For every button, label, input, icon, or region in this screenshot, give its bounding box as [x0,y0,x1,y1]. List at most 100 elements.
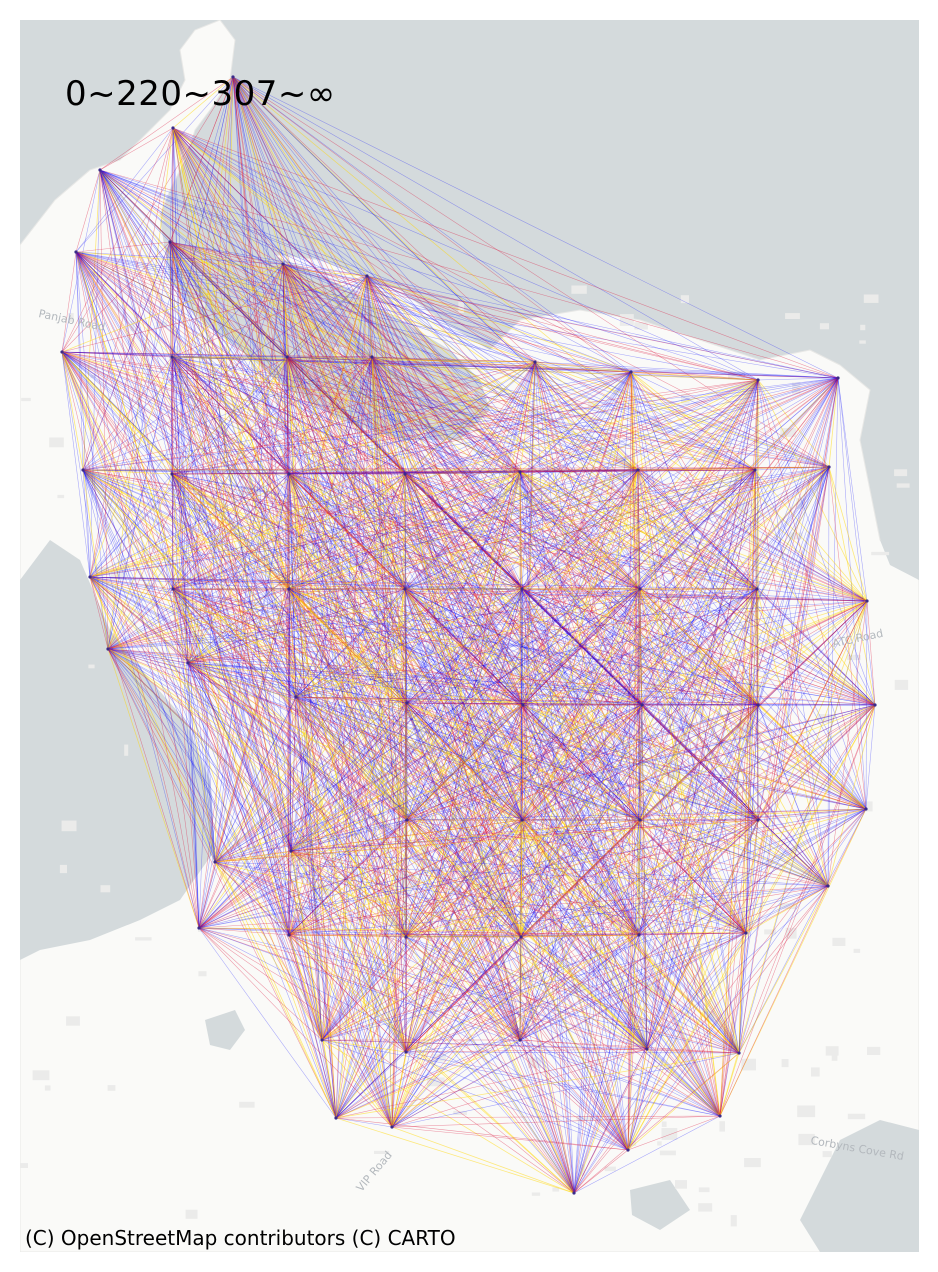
od-connection-line [171,356,407,1053]
od-connection-line [638,819,641,936]
network-node [755,587,759,591]
od-connection-line [169,241,407,1053]
od-connection-line [75,251,524,706]
od-connection-line [232,76,639,471]
od-connection-line [295,371,632,698]
od-connection-line [288,371,632,475]
od-connection-line [172,588,523,821]
od-connection-line [89,576,297,698]
od-connection-line [738,885,829,1054]
od-connection-line [99,169,290,590]
od-connection-line [719,808,867,1117]
od-connection-line [107,648,407,1053]
network-node [873,703,877,707]
od-connection-line [61,351,521,1041]
od-connection-line [391,936,407,1128]
od-connection-line [519,588,758,1041]
network-node [186,661,190,665]
od-connection-line [404,473,524,706]
od-connection-line [171,377,839,475]
od-connection-line [534,361,756,471]
od-connection-line [99,169,721,1117]
od-connection-line [288,819,759,936]
od-connection-line [61,263,284,353]
od-connection-line [282,263,522,938]
building-block [689,567,702,578]
od-connection-line [757,600,868,706]
od-connection-line [61,351,839,379]
od-connection-line [519,466,830,1041]
od-connection-line [295,469,639,698]
od-connection-line [391,808,867,1128]
od-connection-line [366,275,393,1128]
od-connection-line [366,275,740,1054]
od-connection-line [214,704,759,863]
building-block [684,796,699,806]
od-connection-line [99,169,829,887]
od-connection-line [172,588,408,704]
od-connection-line [198,588,641,929]
od-connection-line [232,76,292,852]
od-connection-line [89,371,632,578]
od-connection-line [519,471,648,1050]
building-block [656,800,664,809]
od-connection-line [520,819,641,938]
od-connection-line [171,473,643,706]
od-connection-line [290,704,759,852]
od-connection-line [630,371,830,468]
od-connection-line [169,241,632,373]
od-connection-line [172,76,234,129]
od-connection-line [282,263,536,363]
od-connection-line [366,275,407,938]
od-connection-line [288,466,830,590]
od-connection-line [172,127,368,277]
od-connection-line [288,588,522,938]
building-block [185,1209,198,1219]
od-connection-line [171,356,290,936]
od-connection-line [519,1039,575,1194]
od-connection-line [391,1039,521,1128]
od-connection-line [290,850,575,1194]
od-connection-line [232,76,373,358]
od-connection-line [172,127,759,821]
od-connection-line [404,471,521,475]
od-connection-line [630,371,740,1054]
east-water [880,540,919,580]
od-connection-line [198,466,830,929]
od-connection-line [61,351,406,590]
map-area[interactable]: Panjab Road VIP Road Corbyns Cove Rd ATC… [20,20,919,1252]
od-connection-line [107,648,323,1041]
od-connection-line [107,76,234,650]
od-connection-line [321,934,640,1041]
od-connection-line [214,861,629,1151]
od-connection-line [522,466,830,706]
building-block [431,1053,446,1062]
building-block [170,345,178,355]
od-connection-line [641,469,756,706]
od-connection-line [630,371,759,821]
od-connection-line [404,469,756,590]
od-connection-line [371,356,639,471]
building-block [587,401,599,410]
od-connection-line [61,351,292,852]
od-connection-line [295,696,641,821]
building-block [860,801,873,812]
od-connection-line [405,808,867,1053]
od-connection-line [522,704,867,810]
od-connection-line [406,808,867,821]
od-connection-line [522,704,641,821]
od-connection-line [89,576,522,938]
od-connection-line [75,251,407,938]
od-connection-line [404,588,867,810]
od-connection-line [232,76,632,373]
building-block [657,1141,662,1146]
od-connection-line [198,861,216,929]
building-block [785,927,797,939]
network-node [370,355,374,359]
od-connection-line [371,356,408,821]
building-block [362,606,373,611]
od-connection-line [404,379,759,590]
od-connection-line [172,127,189,664]
od-connection-line [198,588,758,929]
od-connection-line [371,356,876,706]
